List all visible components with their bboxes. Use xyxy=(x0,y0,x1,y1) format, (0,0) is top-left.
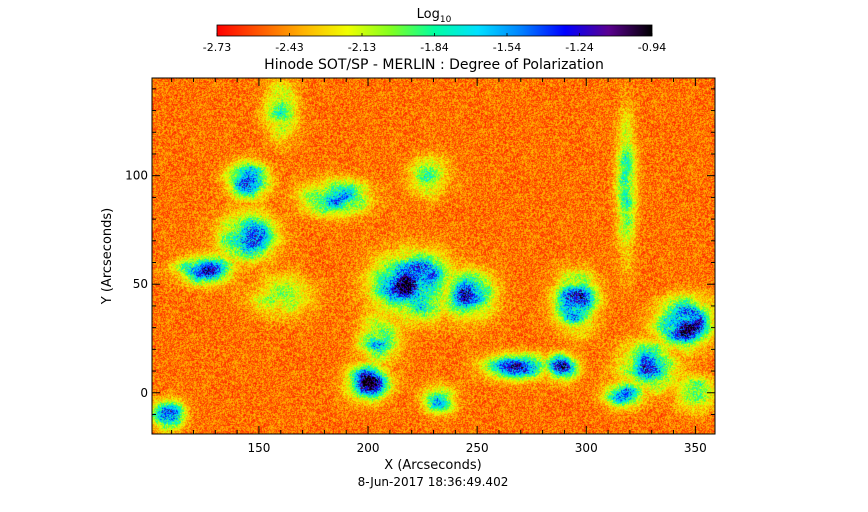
colorbar-tick-label: -1.54 xyxy=(493,41,521,54)
colorbar-tick-label: -1.24 xyxy=(565,41,593,54)
heatmap-image xyxy=(152,78,715,434)
x-tick-label: 150 xyxy=(247,441,270,455)
x-tick-label: 350 xyxy=(684,441,707,455)
x-tick-label: 300 xyxy=(575,441,598,455)
y-tick-label: 100 xyxy=(125,169,148,183)
colorbar-tick-label: -2.13 xyxy=(348,41,376,54)
colorbar-tick-label: -0.94 xyxy=(638,41,666,54)
y-tick-label: 50 xyxy=(133,277,148,291)
colorbar-tick-label: -1.84 xyxy=(420,41,448,54)
colorbar-title: Log10 xyxy=(417,7,452,25)
colorbar-tick-label: -2.43 xyxy=(275,41,303,54)
x-tick-label: 250 xyxy=(466,441,489,455)
chart-title: Hinode SOT/SP - MERLIN : Degree of Polar… xyxy=(264,57,604,73)
colorbar-title-subscript: 10 xyxy=(440,15,452,25)
y-axis-label: Y (Arcseconds) xyxy=(100,208,115,305)
x-tick-label: 200 xyxy=(357,441,380,455)
colorbar-ticks: -2.73 -2.43 -2.13 -1.84 -1.54 -1.24 -0.94 xyxy=(203,33,666,54)
axes: 150 200 250 300 350 0 50 100 xyxy=(125,78,715,455)
y-tick-label: 0 xyxy=(140,386,148,400)
plot-area xyxy=(151,77,716,435)
timestamp: 8-Jun-2017 18:36:49.402 xyxy=(358,475,509,489)
colorbar-tick-label: -2.73 xyxy=(203,41,231,54)
x-axis-label: X (Arcseconds) xyxy=(384,458,481,473)
